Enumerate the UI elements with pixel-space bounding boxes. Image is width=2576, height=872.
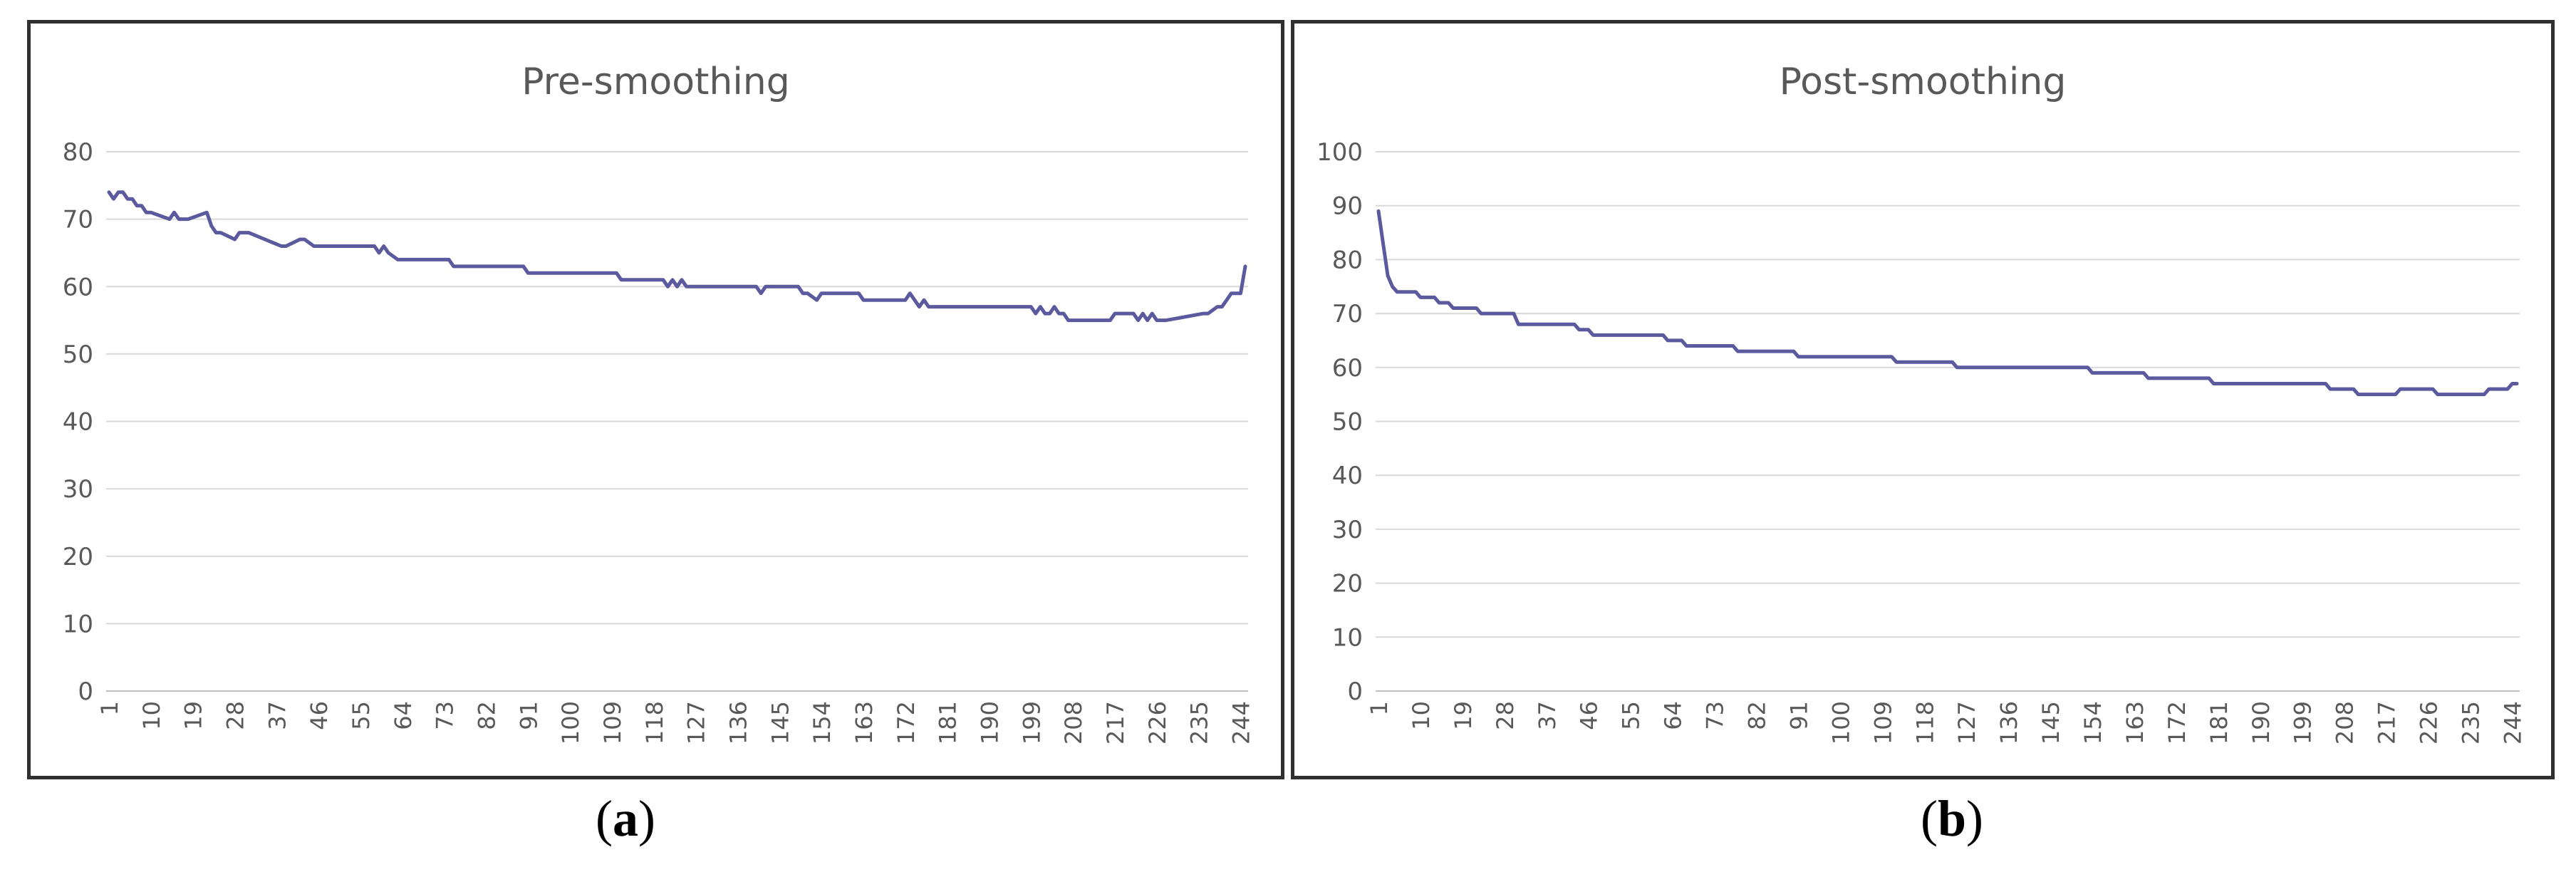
x-tick-label: 244 (1227, 701, 1255, 744)
x-tick-label: 181 (2206, 701, 2233, 744)
x-tick-label: 226 (1144, 701, 1171, 744)
x-tick-label: 127 (683, 701, 710, 744)
x-tick-label: 208 (1060, 701, 1087, 744)
y-tick-label: 10 (63, 610, 93, 638)
x-tick-label: 46 (306, 701, 333, 730)
x-tick-label: 172 (893, 701, 920, 744)
y-tick-label: 100 (1316, 138, 1363, 167)
y-tick-label: 20 (1332, 570, 1363, 598)
x-tick-label: 19 (1450, 701, 1477, 730)
x-tick-label: 181 (935, 701, 962, 744)
x-tick-label: 82 (473, 701, 500, 730)
x-tick-label: 172 (2164, 701, 2191, 744)
caption-letter: a (613, 790, 638, 847)
y-tick-label: 50 (63, 341, 93, 369)
x-tick-label: 226 (2416, 701, 2443, 744)
y-tick-label: 30 (63, 475, 93, 504)
y-tick-label: 20 (63, 543, 93, 571)
x-tick-label: 91 (515, 701, 542, 730)
x-tick-label: 10 (1408, 701, 1435, 730)
x-tick-label: 91 (1785, 701, 1812, 730)
x-tick-label: 118 (1911, 701, 1938, 744)
series-line (1376, 209, 2519, 397)
x-tick-label: 55 (348, 701, 375, 730)
chart-title: Post-smoothing (1779, 61, 2067, 103)
x-tick-label: 1 (96, 701, 123, 715)
y-tick-label: 0 (1347, 678, 1363, 706)
x-tick-label: 235 (2458, 701, 2485, 744)
x-tick-label: 109 (599, 701, 626, 744)
x-tick-label: 136 (724, 701, 752, 744)
y-tick-label: 10 (1332, 623, 1363, 652)
series-line (107, 190, 1247, 323)
x-tick-label: 145 (2037, 701, 2065, 744)
x-tick-label: 64 (1660, 701, 1687, 730)
y-tick-label: 30 (1332, 516, 1363, 544)
x-tick-label: 154 (2079, 701, 2107, 744)
x-tick-label: 190 (976, 701, 1003, 744)
chart-title: Pre-smoothing (521, 61, 790, 103)
y-tick-label: 40 (63, 408, 93, 437)
x-tick-label: 46 (1576, 701, 1603, 730)
y-tick-label: 80 (1332, 246, 1363, 274)
x-tick-label: 82 (1743, 701, 1770, 730)
x-tick-label: 208 (2332, 701, 2359, 744)
x-tick-label: 190 (2248, 701, 2275, 744)
x-tick-label: 19 (180, 701, 207, 730)
x-tick-label: 145 (767, 701, 794, 744)
x-tick-label: 100 (1827, 701, 1854, 744)
chart-panel-pre-smoothing: Pre-smoothing 0 10 20 30 40 50 60 70 80 1 10 19 28 37… (27, 20, 1284, 779)
caption-b: (b) (1920, 790, 1983, 847)
x-tick-label: 163 (851, 701, 878, 744)
x-tick-label: 28 (1492, 701, 1519, 730)
x-tick-label: 154 (809, 701, 836, 744)
x-tick-label: 37 (264, 701, 291, 730)
x-tick-label: 64 (390, 701, 417, 730)
x-tick-label: 73 (432, 701, 459, 730)
caption-letter: b (1937, 790, 1967, 847)
x-tick-label: 55 (1618, 701, 1645, 730)
caption-a: (a) (596, 790, 655, 847)
line-chart-pre-smoothing: 0 10 20 30 40 50 60 70 80 1 10 19 28 37 46 55 64 73 82 91 10… (63, 138, 1255, 744)
x-tick-label: 73 (1702, 701, 1729, 730)
y-tick-label: 70 (1332, 300, 1363, 328)
y-tick-label: 0 (78, 678, 93, 706)
y-tick-label: 40 (1332, 462, 1363, 490)
x-tick-label: 109 (1869, 701, 1896, 744)
x-tick-label: 118 (641, 701, 668, 744)
x-tick-label: 10 (138, 701, 165, 730)
y-tick-label: 60 (1332, 354, 1363, 383)
y-tick-label: 50 (1332, 408, 1363, 437)
x-tick-label: 217 (1102, 701, 1129, 744)
x-tick-label: 163 (2121, 701, 2149, 744)
y-tick-label: 90 (1332, 192, 1363, 221)
x-tick-label: 28 (222, 701, 249, 730)
x-tick-label: 127 (1953, 701, 1980, 744)
x-tick-label: 100 (557, 701, 584, 744)
x-tick-label: 199 (1018, 701, 1045, 744)
x-tick-label: 1 (1366, 701, 1393, 715)
y-tick-label: 80 (63, 138, 93, 167)
x-tick-label: 235 (1186, 701, 1213, 744)
y-tick-label: 60 (63, 273, 93, 301)
x-tick-label: 244 (2499, 701, 2526, 744)
x-tick-label: 217 (2374, 701, 2401, 744)
x-tick-label: 199 (2290, 701, 2317, 744)
x-tick-label: 37 (1534, 701, 1561, 730)
y-tick-label: 70 (63, 206, 93, 234)
x-tick-label: 136 (1995, 701, 2022, 744)
chart-panel-post-smoothing: Post-smoothing 0 10 20 30 40 50 60 70 80 90 100 1 10… (1291, 20, 2555, 779)
